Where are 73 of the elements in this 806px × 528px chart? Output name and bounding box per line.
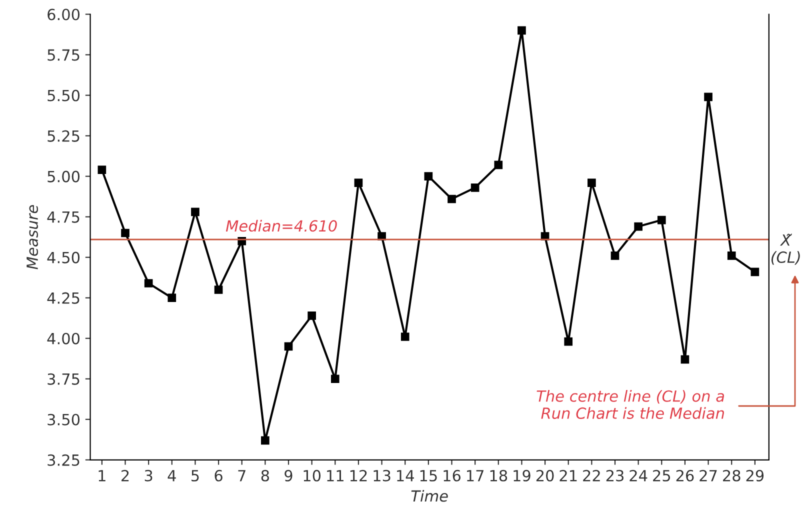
point bbox=[308, 312, 316, 320]
x-tick-label: 15 bbox=[420, 470, 437, 482]
x-tick-label: 27 bbox=[700, 470, 717, 482]
x-tick-label: 26 bbox=[676, 470, 694, 482]
point bbox=[214, 286, 223, 294]
point bbox=[610, 252, 620, 260]
x-tick-label: 17 bbox=[467, 470, 484, 482]
x-tick-label: 8 bbox=[261, 470, 269, 482]
y-tick-label: 4.25 bbox=[47, 292, 80, 304]
x-tick-label: 7 bbox=[238, 470, 246, 482]
x-tick-label: 9 bbox=[284, 470, 292, 482]
y-tick-label: 3.25 bbox=[48, 454, 80, 466]
x-tick-label: 28 bbox=[723, 470, 740, 482]
y-tick-label: 5.75 bbox=[48, 49, 80, 61]
text: X̃ (CL) bbox=[771, 234, 800, 265]
point bbox=[634, 222, 642, 231]
point bbox=[144, 279, 153, 288]
y-tick-label: 5.50 bbox=[48, 90, 80, 102]
point bbox=[518, 26, 526, 35]
x-tick-label: 10 bbox=[304, 470, 321, 482]
x-tick-label: 6 bbox=[214, 470, 222, 482]
point bbox=[121, 228, 130, 238]
x-tick-label: 23 bbox=[606, 470, 624, 482]
x-tick-label: 29 bbox=[746, 470, 764, 482]
y-tick-label: 4.75 bbox=[47, 211, 80, 223]
x-tick-label: 20 bbox=[536, 470, 554, 482]
y-tick-label: 3.75 bbox=[48, 373, 80, 385]
x-tick-label: 13 bbox=[374, 470, 390, 482]
point bbox=[680, 355, 690, 364]
x-tick-label: 5 bbox=[192, 470, 199, 482]
point bbox=[168, 294, 176, 302]
point bbox=[354, 178, 363, 187]
point bbox=[330, 374, 340, 384]
x-tick-label: 22 bbox=[583, 470, 600, 482]
x-tick-label: 2 bbox=[122, 470, 129, 482]
x-tick-label: 4 bbox=[168, 470, 176, 482]
y-tick-label: 6.00 bbox=[48, 8, 80, 20]
point bbox=[400, 332, 410, 341]
x-tick-label: 25 bbox=[653, 470, 670, 482]
x-tick-label: 24 bbox=[630, 470, 648, 482]
x-tick-label: 14 bbox=[397, 470, 414, 482]
point bbox=[494, 160, 503, 170]
point bbox=[657, 216, 666, 224]
y-tick-label: 4.00 bbox=[47, 332, 80, 344]
x-tick-label: 19 bbox=[514, 470, 530, 482]
y-tick-label: 5.25 bbox=[48, 130, 80, 142]
point bbox=[424, 172, 433, 180]
point bbox=[378, 232, 386, 240]
point bbox=[704, 92, 712, 102]
x-tick-label: 1 bbox=[98, 470, 106, 482]
point bbox=[448, 194, 456, 204]
x-tick-label: 16 bbox=[444, 470, 461, 482]
y-tick-label: 3.50 bbox=[48, 414, 80, 426]
point bbox=[261, 436, 270, 445]
x-tick-label: 18 bbox=[490, 470, 508, 482]
point bbox=[750, 268, 760, 276]
point bbox=[191, 208, 200, 216]
point bbox=[98, 166, 106, 174]
x-tick-label: 3 bbox=[144, 470, 152, 482]
y-axis-title: Measure bbox=[26, 205, 38, 270]
point bbox=[588, 178, 596, 187]
point bbox=[284, 342, 293, 351]
ref-line-label: Median=4.610 bbox=[226, 220, 337, 232]
x-tick-label: 12 bbox=[350, 470, 367, 482]
x-axis-title: Time bbox=[411, 490, 448, 502]
x-tick-label: 21 bbox=[560, 470, 577, 482]
y-tick-label: 5.00 bbox=[48, 170, 80, 182]
x-tick-label: 11 bbox=[327, 470, 344, 482]
point bbox=[564, 337, 573, 346]
point bbox=[727, 252, 736, 260]
annotation: The centre line (CL) on a Run Chart is the Median bbox=[536, 390, 724, 419]
point bbox=[470, 183, 480, 192]
y-tick-label: 4.50 bbox=[47, 252, 80, 264]
